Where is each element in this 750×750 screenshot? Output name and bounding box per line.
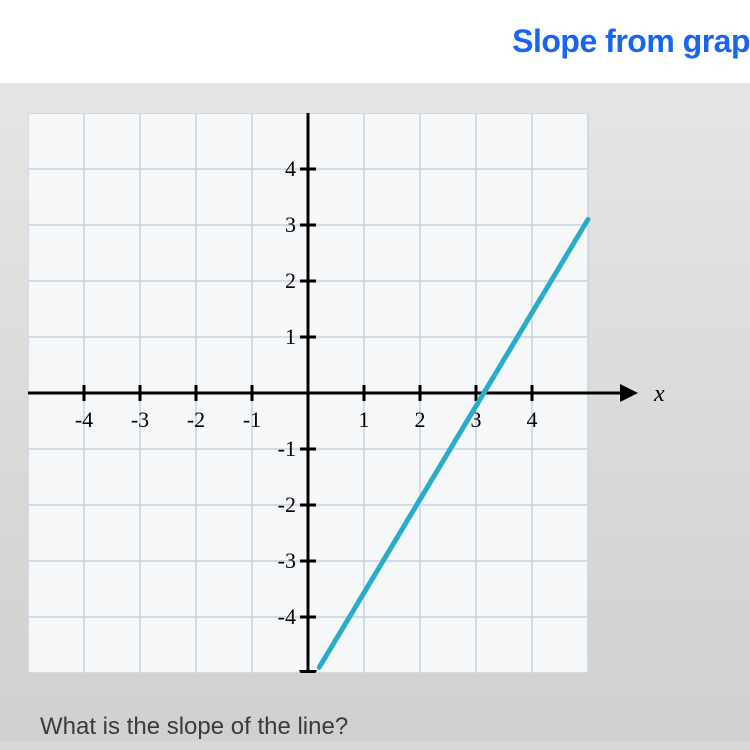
- content-area: -4 -3 -2 -1 1 2 3 4 4 3 2 1 -1 -2 -3 -4: [0, 85, 750, 741]
- ytick-n3: -3: [278, 548, 296, 573]
- xtick-1: 1: [359, 407, 370, 432]
- xtick-n1: -1: [243, 407, 261, 432]
- ytick-n1: -1: [278, 436, 296, 461]
- ytick-n4: -4: [278, 604, 296, 629]
- xtick-n4: -4: [75, 407, 93, 432]
- xtick-n3: -3: [131, 407, 149, 432]
- ytick-3: 3: [285, 212, 296, 237]
- xtick-2: 2: [415, 407, 426, 432]
- header-band: Slope from grap: [0, 0, 750, 85]
- coordinate-graph: -4 -3 -2 -1 1 2 3 4 4 3 2 1 -1 -2 -3 -4: [28, 113, 668, 673]
- x-axis-label: x: [653, 381, 665, 407]
- question-text: What is the slope of the line?: [40, 713, 750, 741]
- page-title: Slope from grap: [512, 23, 750, 60]
- xtick-4: 4: [527, 407, 538, 432]
- ytick-n2: -2: [278, 492, 296, 517]
- xtick-n2: -2: [187, 407, 205, 432]
- ytick-1: 1: [285, 324, 296, 349]
- ytick-2: 2: [285, 268, 296, 293]
- ytick-4: 4: [285, 156, 296, 181]
